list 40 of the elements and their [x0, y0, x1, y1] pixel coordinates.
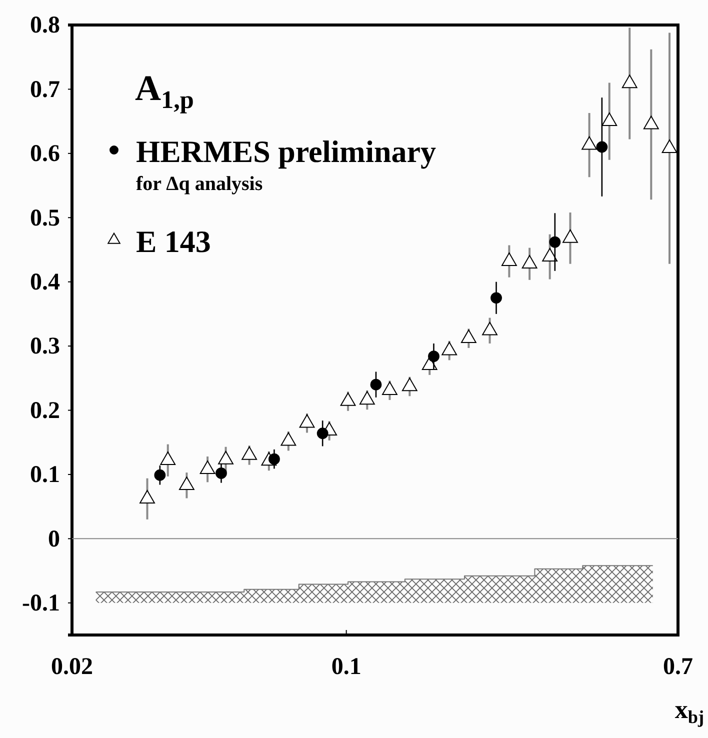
legend-label: HERMES preliminary	[136, 134, 436, 169]
point	[460, 330, 476, 344]
y-tick-label: 0.7	[30, 76, 60, 103]
y-tick-label: 0.8	[30, 12, 60, 39]
x-tick-label: 0.1	[331, 654, 362, 680]
legend-label: E 143	[136, 224, 211, 259]
y-tick-label: 0	[48, 526, 60, 552]
y-tick-label: 0.5	[30, 205, 60, 232]
point	[501, 252, 517, 266]
point	[140, 490, 155, 504]
point	[542, 248, 558, 262]
point	[442, 342, 458, 356]
text: A$_{1,p}$	[135, 68, 194, 114]
point	[482, 322, 498, 336]
point	[340, 392, 356, 406]
y-tick-label: 0.2	[30, 398, 60, 424]
y-tick-label: 0.3	[30, 334, 60, 360]
annotation: for Δq analysis	[136, 173, 263, 195]
point	[402, 378, 418, 392]
point	[662, 139, 678, 153]
point	[160, 452, 176, 466]
x-tick-label: 0.7	[663, 654, 693, 680]
point	[200, 460, 216, 474]
point	[582, 136, 598, 150]
point	[178, 476, 194, 490]
y-tick-label: 0.6	[30, 141, 60, 168]
x-tick-label: 0.02	[51, 654, 93, 680]
y-tick-label: 0.4	[30, 270, 60, 296]
point	[643, 116, 659, 130]
point	[242, 446, 258, 460]
point	[622, 74, 638, 88]
point	[280, 432, 296, 446]
point	[562, 229, 578, 243]
y-tick-label: 0.1	[30, 462, 60, 488]
point	[602, 112, 618, 126]
x-axis-title: x$_{bj}$	[674, 695, 704, 728]
point	[382, 382, 398, 396]
point	[299, 414, 315, 428]
y-tick-label: -0.1	[22, 590, 60, 617]
point	[522, 255, 538, 269]
